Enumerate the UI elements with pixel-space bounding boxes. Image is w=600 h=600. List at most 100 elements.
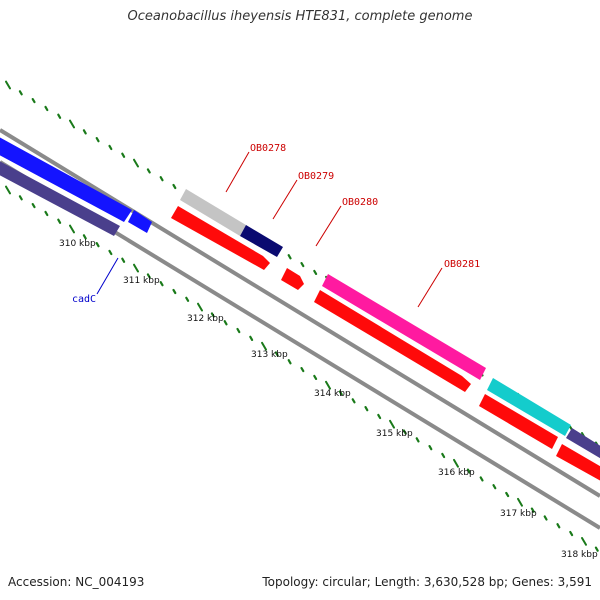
cadc-leader	[96, 257, 119, 295]
major-tick	[581, 537, 587, 546]
major-tick	[197, 302, 203, 312]
major-tick	[517, 497, 523, 507]
minor-tick	[351, 398, 356, 404]
kbp-label: 314 kbp	[314, 389, 351, 399]
accession-text: Accession: NC_004193	[8, 575, 145, 589]
minor-tick	[223, 320, 228, 326]
kbp-label: 318 kbp	[561, 550, 598, 560]
kbp-label: 312 kbp	[187, 314, 224, 324]
minor-tick	[364, 406, 369, 412]
minor-tick	[415, 437, 420, 443]
ob0278-leader	[225, 151, 250, 193]
minor-tick	[108, 144, 113, 151]
minor-tick	[300, 367, 305, 373]
minor-tick	[569, 530, 574, 537]
backbone-line-upper	[0, 128, 600, 498]
ob0281-leader	[417, 267, 443, 308]
major-tick	[261, 341, 267, 351]
major-tick	[325, 380, 331, 390]
map-title: Oceanobacillus iheyensis HTE831, complet…	[127, 9, 473, 24]
minor-tick	[95, 137, 100, 143]
gene-red-4[interactable]	[556, 444, 600, 486]
ob0279-leader	[272, 179, 298, 220]
minor-tick	[594, 546, 599, 552]
kbp-scale-labels: 310 kbp 311 kbp 312 kbp 313 kbp 314 kbp …	[59, 239, 598, 560]
gene-label-ob0280[interactable]: OB0280	[342, 197, 378, 208]
minor-tick	[313, 374, 318, 380]
major-tick	[5, 185, 11, 195]
minor-tick	[146, 168, 151, 174]
minor-tick	[82, 129, 87, 135]
kbp-label: 316 kbp	[438, 468, 475, 478]
minor-tick	[31, 203, 36, 209]
inner-tick-track	[5, 185, 599, 552]
major-tick	[453, 458, 459, 468]
gene-label-ob0278[interactable]: OB0278	[250, 143, 286, 154]
minor-tick	[121, 257, 126, 263]
minor-tick	[479, 476, 484, 482]
gene-navy-ob0279[interactable]	[240, 225, 283, 257]
major-tick	[69, 224, 75, 234]
gene-red-3[interactable]	[479, 394, 558, 449]
minor-tick	[57, 113, 62, 119]
gene-label-ob0281[interactable]: OB0281	[444, 259, 480, 270]
minor-tick	[210, 312, 215, 318]
minor-tick	[57, 218, 62, 224]
gene-label-cadc[interactable]: cadC	[72, 294, 96, 305]
minor-tick	[505, 491, 510, 498]
minor-tick	[18, 195, 23, 201]
minor-tick	[82, 234, 87, 240]
minor-tick	[313, 269, 318, 275]
kbp-label: 315 kbp	[376, 429, 413, 439]
major-tick	[133, 158, 139, 168]
minor-tick	[185, 296, 190, 302]
kbp-label: 317 kbp	[500, 509, 537, 519]
major-tick	[133, 263, 139, 273]
minor-tick	[108, 249, 113, 256]
gene-label-ob0279[interactable]: OB0279	[298, 171, 334, 182]
minor-tick	[44, 105, 49, 112]
minor-tick	[172, 288, 177, 295]
topology-text: Topology: circular; Length: 3,630,528 bp…	[262, 575, 592, 589]
gene-slate-2[interactable]	[566, 428, 600, 464]
minor-tick	[377, 413, 382, 420]
minor-tick	[172, 183, 177, 190]
gene-red-2[interactable]	[314, 290, 471, 392]
ob0280-leader	[315, 205, 342, 247]
minor-tick	[287, 254, 292, 260]
gene-cyan-1[interactable]	[487, 378, 571, 436]
minor-tick	[31, 97, 36, 104]
gene-blue-2[interactable]	[128, 210, 152, 233]
minor-tick	[249, 335, 254, 341]
minor-tick	[146, 273, 151, 279]
gene-red-1[interactable]	[171, 206, 270, 270]
kbp-label: 310 kbp	[59, 239, 96, 249]
major-tick	[5, 80, 11, 90]
gene-gray-ob0278[interactable]	[180, 189, 246, 236]
minor-tick	[543, 515, 548, 521]
minor-tick	[159, 281, 164, 287]
gene-blue-1[interactable]	[0, 132, 132, 222]
minor-tick	[121, 152, 126, 158]
gene-pink-ob0281[interactable]	[322, 274, 486, 380]
minor-tick	[18, 90, 23, 96]
minor-tick	[530, 507, 535, 513]
minor-tick	[338, 390, 343, 396]
minor-tick	[236, 327, 241, 334]
minor-tick	[287, 359, 292, 365]
minor-tick	[159, 176, 164, 182]
kbp-label: 313 kbp	[251, 350, 288, 360]
gene-slate-1[interactable]	[0, 156, 120, 236]
minor-tick	[556, 523, 561, 529]
minor-tick	[274, 351, 279, 357]
minor-tick	[428, 445, 433, 451]
major-tick	[389, 419, 395, 429]
minor-tick	[300, 262, 305, 268]
major-tick	[69, 119, 75, 129]
minor-tick	[44, 210, 49, 217]
minor-tick	[95, 242, 100, 248]
minor-tick	[492, 484, 497, 490]
gene-red-ob0280[interactable]	[281, 268, 304, 290]
